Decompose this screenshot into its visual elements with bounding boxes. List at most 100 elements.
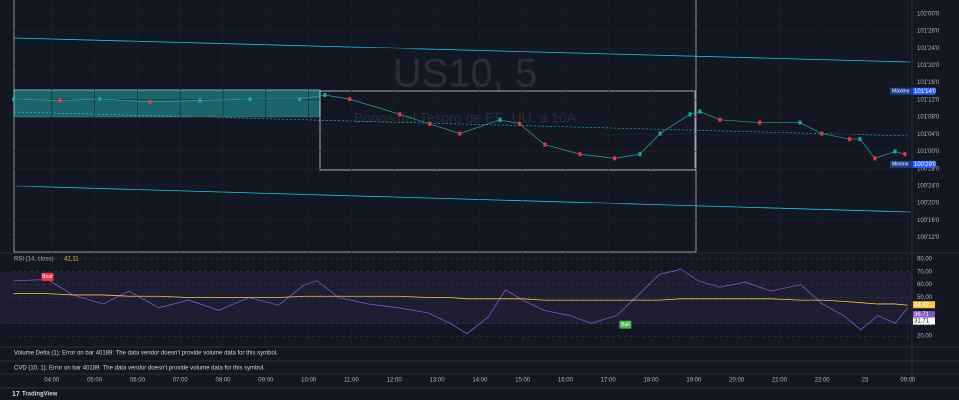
y-tick-label: 50,00 [917, 295, 933, 301]
x-tick-label: 14:00 [472, 378, 488, 384]
candle [698, 109, 702, 114]
price-label-box [913, 317, 935, 325]
x-tick-label: 09:00 [258, 378, 274, 384]
x-tick-label: 13:00 [430, 378, 446, 384]
watermark-title: US10, 5 [393, 52, 538, 96]
price-label-box [913, 87, 935, 95]
channel-line [13, 185, 911, 213]
y-tick-label: 100'16'0 [917, 218, 940, 224]
candle [718, 117, 722, 122]
x-tick-label: 10:00 [301, 378, 317, 384]
candle [613, 156, 617, 161]
y-tick-label: 100'28'0 [917, 166, 940, 172]
indicator-error: CVD (10, 1): Error on bar 40189: The dat… [14, 366, 265, 372]
y-tick-label: 100'24'0 [917, 183, 940, 189]
x-tick-label: 07:00 [173, 378, 189, 384]
range-box [13, 89, 321, 118]
price-label-name-box [890, 87, 913, 95]
y-tick-label: 101'08'0 [917, 115, 940, 121]
candle [323, 93, 327, 98]
channel-line [13, 37, 911, 63]
x-tick-label: 20:00 [729, 378, 745, 384]
y-tick-label: 100'20'0 [917, 201, 940, 207]
candle [798, 120, 802, 125]
y-tick-label: 20,00 [917, 334, 933, 340]
watermark-subtitle: Bonos del Tesoro de EE. UU. a 10A [354, 110, 577, 126]
x-tick-label: 23 [862, 378, 869, 384]
candle [198, 98, 202, 103]
candle [148, 99, 152, 104]
y-tick-label: 101'28'0 [917, 29, 940, 35]
candle [903, 152, 907, 157]
x-tick-label: 19:00 [686, 378, 702, 384]
y-tick-label: 102'00'0 [917, 11, 940, 17]
candle [820, 131, 824, 136]
rsi-value: 42,11 [64, 257, 79, 263]
x-tick-label: 21:00 [772, 378, 788, 384]
drawing-box [13, 0, 697, 253]
candle [873, 156, 877, 161]
price-label-box [913, 311, 935, 319]
x-tick-label: 04:00 [44, 378, 60, 384]
rsi-title: RSI (14, close) [14, 257, 54, 263]
x-tick-label: 09:00 [900, 378, 916, 384]
candle [578, 152, 582, 157]
y-tick-label: 101'24'0 [917, 46, 940, 52]
series-line [13, 293, 908, 306]
y-tick-label: 80,00 [917, 256, 933, 262]
price-label: 36,71 [914, 312, 930, 318]
candle [758, 120, 762, 125]
candle [398, 112, 402, 117]
x-tick-label: 08:00 [216, 378, 232, 384]
x-tick-label: 05:00 [87, 378, 103, 384]
y-tick-label: 101'20'0 [917, 63, 940, 69]
x-tick-label: 12:00 [387, 378, 403, 384]
signal-box [619, 320, 632, 329]
x-tick-label: 15:00 [515, 378, 531, 384]
signal-label: Bear [42, 274, 53, 280]
candle [428, 121, 432, 126]
x-tick-label: 16:00 [558, 378, 574, 384]
candle [248, 97, 252, 102]
signal-box [41, 272, 54, 281]
price-label: 31,71 [914, 319, 930, 325]
y-tick-label: 70,00 [917, 269, 933, 275]
candle [12, 97, 16, 102]
price-label: 101'14'0 [914, 89, 937, 95]
candle [543, 142, 547, 147]
y-tick-label: 60,00 [917, 282, 933, 288]
candle [98, 97, 102, 102]
candle [58, 98, 62, 103]
candle [518, 121, 522, 126]
y-tick-label: 101'12'0 [917, 97, 940, 103]
candle [298, 97, 302, 102]
series-line [13, 268, 909, 335]
price-label-name: Máximo [892, 89, 910, 95]
y-tick-label: 101'00'0 [917, 149, 940, 155]
candle [498, 117, 502, 122]
candle [348, 97, 352, 102]
price-label: 100'29'0 [914, 162, 937, 168]
x-tick-label: 22:00 [815, 378, 831, 384]
brand: TradingView [22, 392, 58, 398]
y-tick-label: 100'12'0 [917, 235, 940, 241]
y-tick-label: 101'16'0 [917, 80, 940, 86]
candle [848, 137, 852, 142]
signal-label: Bull [621, 322, 629, 328]
price-label-name: Mínimo [892, 162, 909, 168]
candle [638, 152, 642, 157]
x-tick-label: 17:00 [601, 378, 617, 384]
candle [458, 131, 462, 136]
candle [858, 137, 862, 142]
brand-logo: 17 [12, 391, 20, 398]
x-tick-label: 11:00 [344, 378, 359, 384]
candle [893, 149, 897, 154]
price-label: 44,42 [914, 302, 930, 308]
x-tick-label: 18:00 [644, 378, 660, 384]
candle [688, 112, 692, 117]
price-label-box [913, 160, 935, 168]
price-label-box [913, 301, 935, 309]
series-line [13, 94, 905, 159]
